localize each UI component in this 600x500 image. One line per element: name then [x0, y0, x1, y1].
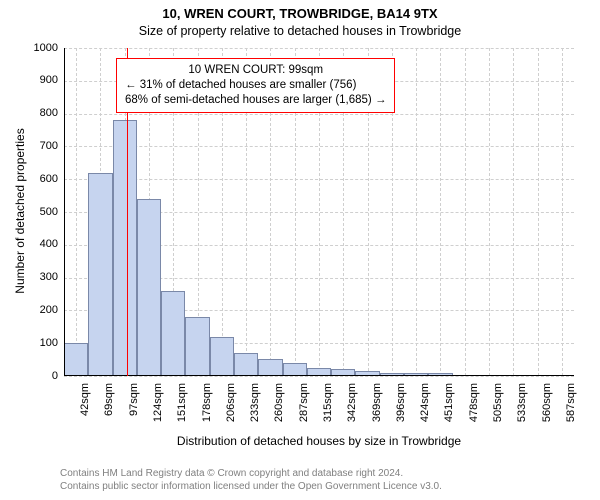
x-tick-label: 315sqm — [322, 383, 334, 433]
y-tick-label: 500 — [24, 206, 58, 218]
footer-line: Contains public sector information licen… — [60, 481, 442, 494]
chart-subtitle: Size of property relative to detached ho… — [0, 24, 600, 38]
histogram-bar — [113, 120, 137, 376]
y-tick-label: 600 — [24, 173, 58, 185]
x-tick-label: 69sqm — [103, 383, 115, 433]
y-tick-label: 400 — [24, 238, 58, 250]
y-tick-label: 800 — [24, 107, 58, 119]
gridline-v — [562, 48, 563, 376]
y-tick-label: 900 — [24, 74, 58, 86]
x-tick-label: 287sqm — [298, 383, 310, 433]
x-axis-title: Distribution of detached houses by size … — [64, 434, 574, 448]
y-tick-label: 100 — [24, 337, 58, 349]
y-axis-line — [64, 48, 65, 376]
x-tick-label: 478sqm — [468, 383, 480, 433]
x-tick-label: 505sqm — [492, 383, 504, 433]
y-tick-label: 200 — [24, 304, 58, 316]
chart-container: 10, WREN COURT, TROWBRIDGE, BA14 9TX Siz… — [0, 0, 600, 500]
x-tick-label: 451sqm — [443, 383, 455, 433]
x-tick-label: 587sqm — [565, 383, 577, 433]
info-box-line: ← 31% of detached houses are smaller (75… — [125, 78, 386, 93]
x-tick-label: 533sqm — [516, 383, 528, 433]
histogram-bar — [161, 291, 185, 376]
y-tick-label: 300 — [24, 271, 58, 283]
x-tick-label: 233sqm — [249, 383, 261, 433]
x-tick-label: 369sqm — [371, 383, 383, 433]
x-tick-label: 260sqm — [273, 383, 285, 433]
x-tick-label: 206sqm — [225, 383, 237, 433]
histogram-bar — [210, 337, 234, 376]
gridline-v — [76, 48, 77, 376]
y-tick-label: 700 — [24, 140, 58, 152]
histogram-bar — [64, 343, 88, 376]
gridline-v — [416, 48, 417, 376]
x-tick-label: 396sqm — [395, 383, 407, 433]
histogram-bar — [234, 353, 258, 376]
x-tick-label: 97sqm — [128, 383, 140, 433]
footer-line: Contains HM Land Registry data © Crown c… — [60, 468, 442, 481]
info-box-line: 10 WREN COURT: 99sqm — [125, 63, 386, 78]
footer-attribution: Contains HM Land Registry data © Crown c… — [60, 468, 442, 493]
histogram-bar — [88, 173, 112, 376]
x-tick-label: 124sqm — [152, 383, 164, 433]
x-tick-label: 342sqm — [346, 383, 358, 433]
x-tick-label: 151sqm — [176, 383, 188, 433]
histogram-bar — [185, 317, 209, 376]
chart-title: 10, WREN COURT, TROWBRIDGE, BA14 9TX — [0, 6, 600, 21]
x-axis-line — [64, 375, 574, 376]
x-tick-label: 560sqm — [541, 383, 553, 433]
gridline-v — [465, 48, 466, 376]
gridline-v — [538, 48, 539, 376]
gridline-h — [64, 376, 574, 377]
x-tick-label: 178sqm — [201, 383, 213, 433]
histogram-bar — [258, 359, 282, 376]
y-tick-label: 0 — [24, 370, 58, 382]
info-box: 10 WREN COURT: 99sqm← 31% of detached ho… — [116, 58, 395, 113]
gridline-v — [440, 48, 441, 376]
x-tick-label: 42sqm — [79, 383, 91, 433]
histogram-bar — [137, 199, 161, 376]
gridline-v — [489, 48, 490, 376]
info-box-line: 68% of semi-detached houses are larger (… — [125, 93, 386, 108]
y-tick-label: 1000 — [24, 42, 58, 54]
gridline-v — [513, 48, 514, 376]
x-tick-label: 424sqm — [419, 383, 431, 433]
